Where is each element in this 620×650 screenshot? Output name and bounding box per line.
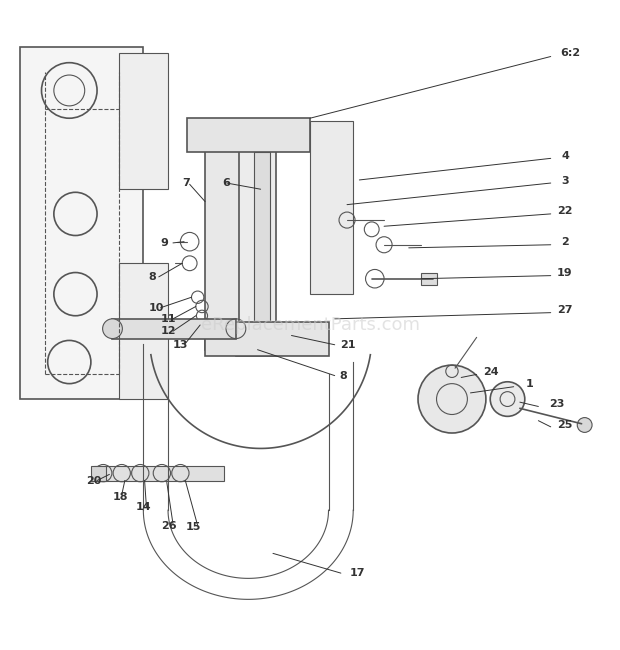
Text: 8: 8 xyxy=(148,272,156,282)
Bar xyxy=(205,322,329,356)
Text: 1: 1 xyxy=(526,379,534,389)
Bar xyxy=(421,272,436,285)
Text: 22: 22 xyxy=(557,207,572,216)
Bar xyxy=(205,127,239,350)
Text: 11: 11 xyxy=(161,314,176,324)
Bar xyxy=(94,466,224,481)
Text: 4: 4 xyxy=(561,151,569,161)
Text: 6: 6 xyxy=(223,178,230,188)
Text: 12: 12 xyxy=(161,326,176,336)
Text: 24: 24 xyxy=(483,367,498,377)
Text: 26: 26 xyxy=(161,521,176,530)
Text: 25: 25 xyxy=(557,420,572,430)
Text: eReplacementParts.com: eReplacementParts.com xyxy=(200,316,420,334)
Bar xyxy=(310,122,353,294)
Text: 14: 14 xyxy=(136,502,151,512)
Text: 23: 23 xyxy=(549,399,564,409)
Text: 20: 20 xyxy=(87,476,102,486)
Text: 18: 18 xyxy=(112,491,128,502)
Bar xyxy=(112,319,236,339)
Text: 6:2: 6:2 xyxy=(560,48,580,58)
Text: 13: 13 xyxy=(173,340,188,350)
Bar xyxy=(91,466,105,480)
Bar xyxy=(187,118,310,152)
Bar xyxy=(118,53,168,189)
Text: 15: 15 xyxy=(185,523,201,532)
Bar xyxy=(254,152,270,325)
Circle shape xyxy=(490,382,525,417)
Text: 21: 21 xyxy=(340,340,355,350)
Text: 17: 17 xyxy=(350,568,366,578)
Text: 10: 10 xyxy=(148,303,164,313)
Text: 19: 19 xyxy=(557,268,572,278)
Text: 2: 2 xyxy=(561,237,569,247)
Text: 27: 27 xyxy=(557,306,572,315)
Bar xyxy=(118,263,168,399)
Text: 8: 8 xyxy=(340,370,347,381)
Bar xyxy=(236,122,276,356)
Text: 9: 9 xyxy=(161,238,169,248)
Bar xyxy=(20,47,143,399)
Circle shape xyxy=(103,319,122,339)
Circle shape xyxy=(418,365,486,433)
Text: 3: 3 xyxy=(561,176,569,185)
Circle shape xyxy=(577,417,592,432)
Text: 7: 7 xyxy=(182,178,190,188)
